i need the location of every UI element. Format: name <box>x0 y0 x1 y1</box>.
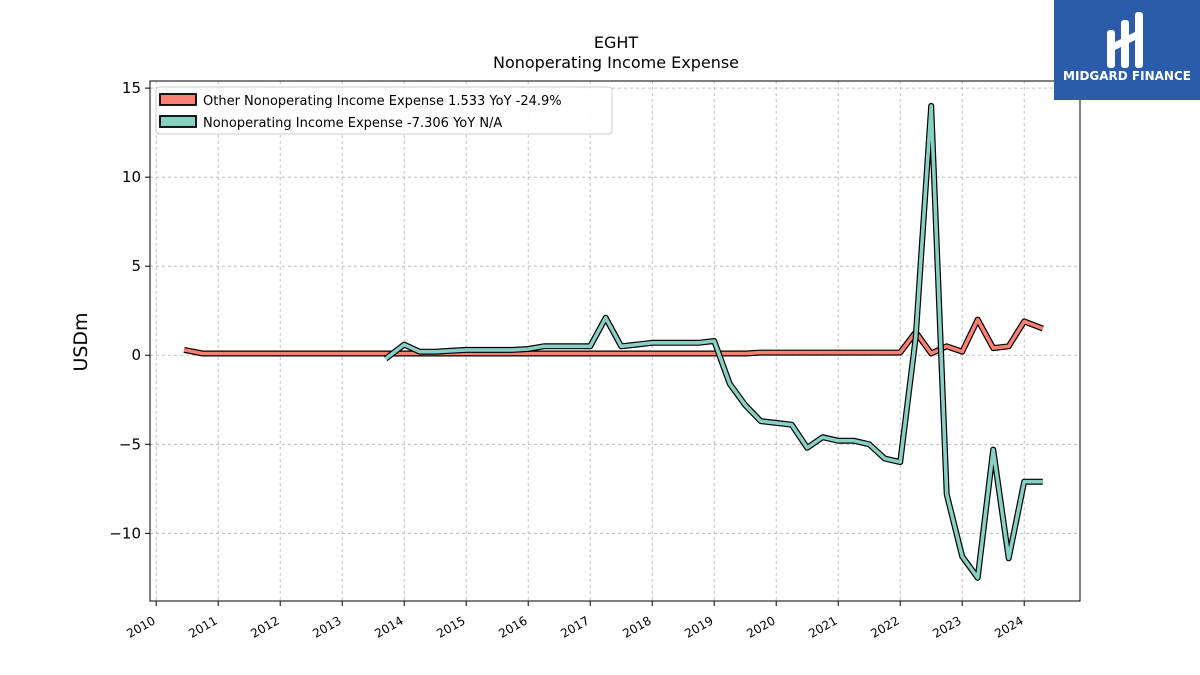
brand-mark-icon <box>1107 12 1143 68</box>
y-axis-label: USDm <box>70 312 92 371</box>
legend-label-other-nonoperating: Other Nonoperating Income Expense 1.533 … <box>203 94 562 109</box>
brand-name: MIDGARD FINANCE <box>1063 69 1191 83</box>
legend-swatch-nonoperating <box>159 115 197 128</box>
y-tick-label: −5 <box>119 435 141 453</box>
y-axis-ticks: 15 10 5 0 −5 −10 <box>109 79 150 542</box>
y-tick-label: 0 <box>131 346 141 364</box>
chart-title: EGHT <box>594 33 639 52</box>
y-tick-label: 15 <box>122 79 141 97</box>
brand-logo: MIDGARD FINANCE <box>1054 0 1200 100</box>
legend-swatch-other-nonoperating <box>159 93 197 106</box>
series-other-nonoperating <box>183 316 1044 357</box>
series-lines <box>183 102 1044 581</box>
y-tick-label: 5 <box>131 257 141 275</box>
plot-frame <box>149 80 1081 602</box>
y-tick-label: −10 <box>109 524 141 542</box>
chart-subtitle: Nonoperating Income Expense <box>493 53 739 72</box>
legend-label-nonoperating: Nonoperating Income Expense -7.306 YoY N… <box>203 116 502 131</box>
legend-box <box>155 86 613 135</box>
series-line-nonoperating <box>384 104 1043 580</box>
series-line-other-nonoperating <box>183 317 1044 356</box>
chart-legend: Other Nonoperating Income Expense 1.533 … <box>155 86 613 135</box>
series-nonoperating <box>383 102 1043 581</box>
y-tick-label: 10 <box>122 168 141 186</box>
